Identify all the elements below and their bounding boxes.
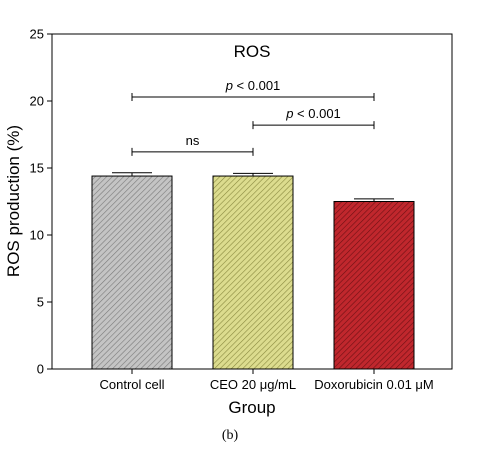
bar: [91, 175, 173, 370]
comparison-label: p < 0.001: [285, 106, 341, 121]
x-tick-label: CEO 20 μg/mL: [210, 377, 296, 392]
x-tick-label: Doxorubicin 0.01 μM: [314, 377, 434, 392]
y-tick-label: 25: [30, 27, 44, 42]
y-axis: 0 5 10 15 20 25: [30, 27, 52, 377]
y-tick-label: 20: [30, 94, 44, 109]
y-tick-label: 0: [37, 362, 44, 377]
x-tick-label: Control cell: [99, 377, 164, 392]
x-axis-title: Group: [228, 398, 275, 417]
bars-group: [91, 172, 415, 370]
y-tick-label: 5: [37, 295, 44, 310]
bar: [212, 175, 294, 370]
y-tick-label: 15: [30, 161, 44, 176]
bar: [333, 201, 415, 370]
figure-caption: (b): [222, 428, 239, 443]
chart-title: ROS: [234, 42, 271, 61]
comparison-label: p < 0.001: [225, 78, 281, 93]
comparison-label: ns: [186, 133, 200, 148]
x-axis: Control cell CEO 20 μg/mL Doxorubicin 0.01…: [99, 369, 434, 392]
y-tick-label: 10: [30, 228, 44, 243]
comparison-brackets: ns p < 0.001 p < 0.001: [131, 78, 375, 156]
y-axis-title: ROS production (%): [4, 125, 23, 277]
